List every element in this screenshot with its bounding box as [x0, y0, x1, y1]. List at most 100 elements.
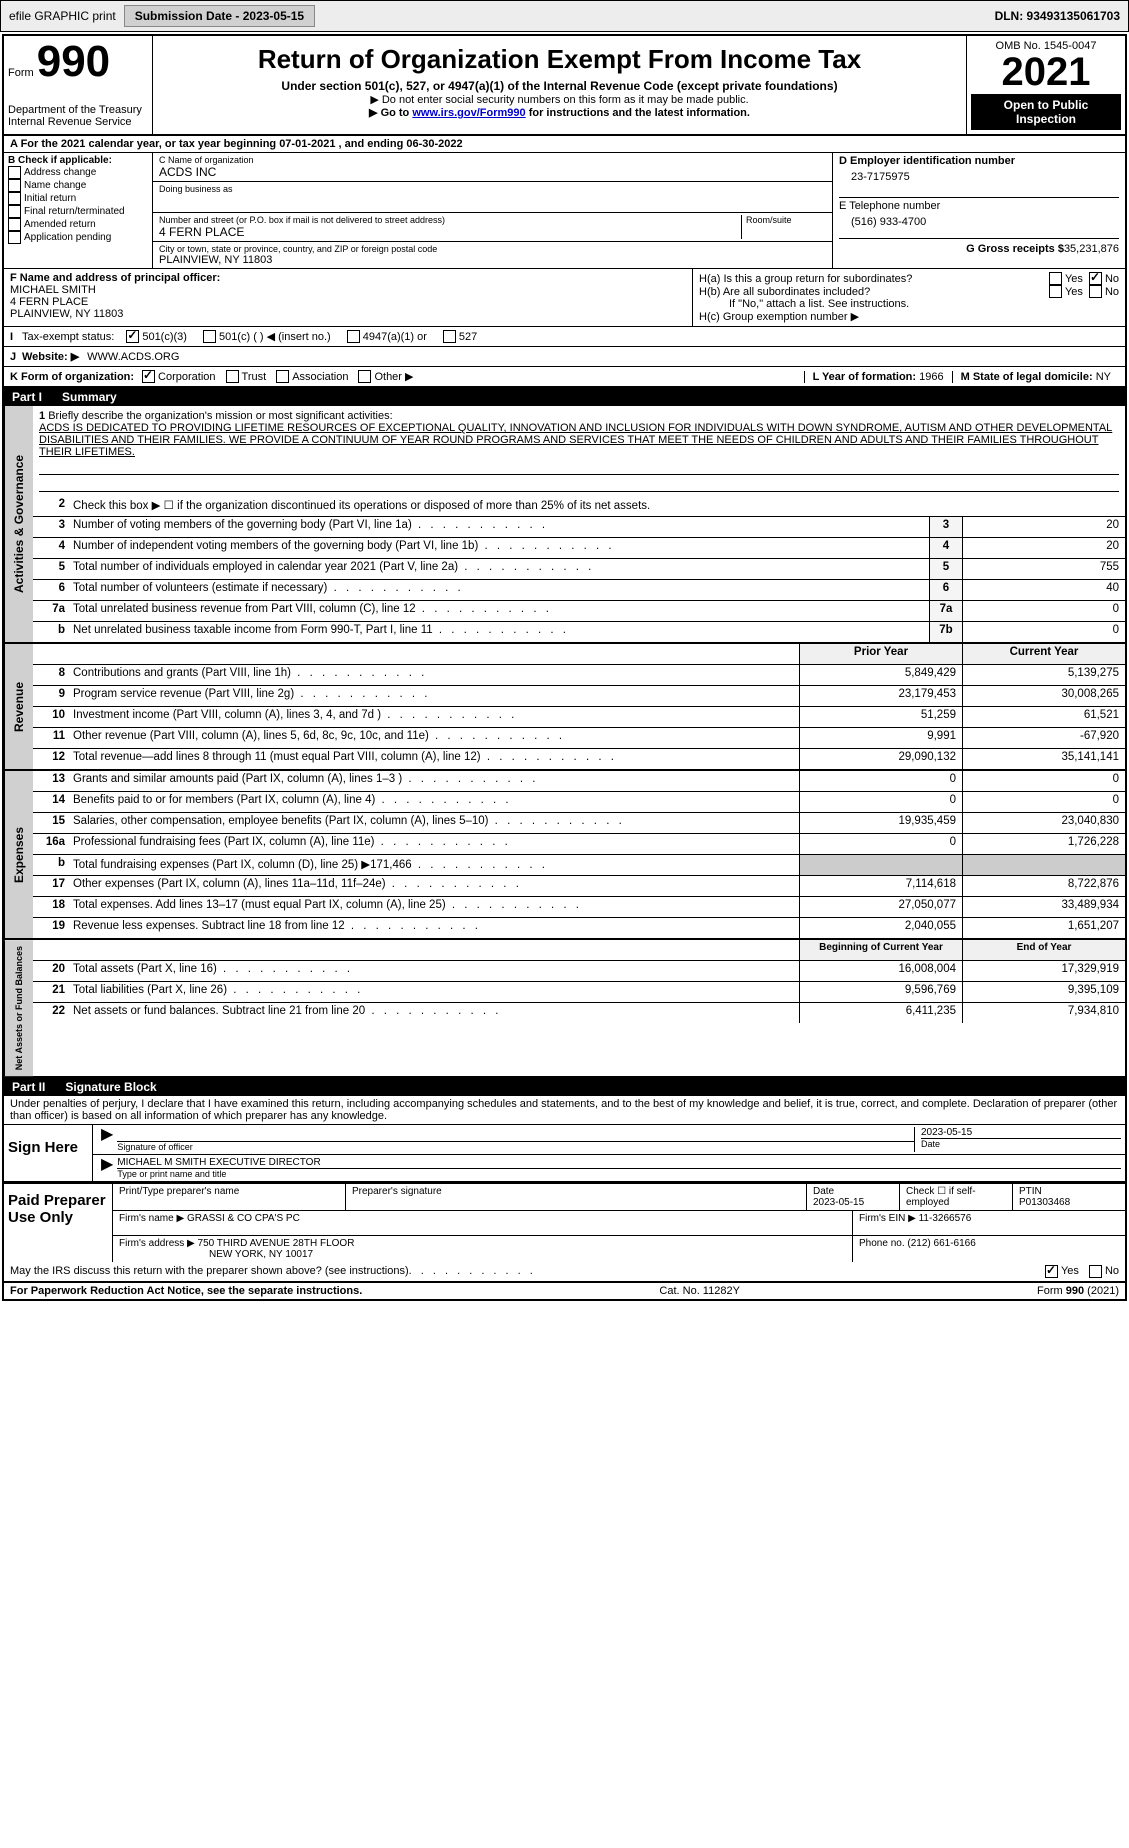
- line-7a: 7aTotal unrelated business revenue from …: [33, 601, 1125, 622]
- ein-value: 23-7175975: [839, 167, 1119, 197]
- h-a-row: H(a) Is this a group return for subordin…: [699, 272, 1119, 285]
- discuss-row: May the IRS discuss this return with the…: [4, 1262, 1125, 1282]
- preparer-block: Paid Preparer Use Only Print/Type prepar…: [4, 1182, 1125, 1262]
- gross-receipts: G Gross receipts $35,231,876: [839, 238, 1119, 255]
- form-center: Return of Organization Exempt From Incom…: [153, 36, 966, 134]
- trust-checkbox[interactable]: [226, 370, 239, 383]
- discuss-yes-checkbox[interactable]: [1045, 1265, 1058, 1278]
- sig-date-value: 2023-05-15: [921, 1127, 1121, 1138]
- corp-checkbox[interactable]: [142, 370, 155, 383]
- hb-yes-checkbox[interactable]: [1049, 285, 1062, 298]
- blank-line-1: [39, 458, 1119, 475]
- line-16a: 16aProfessional fundraising fees (Part I…: [33, 834, 1125, 855]
- part1-label: Part I: [12, 390, 42, 404]
- hb-no-checkbox[interactable]: [1089, 285, 1102, 298]
- irs-link[interactable]: www.irs.gov/Form990: [412, 107, 525, 119]
- section-a: A For the 2021 calendar year, or tax yea…: [4, 136, 1125, 153]
- 527-checkbox[interactable]: [443, 330, 456, 343]
- line-18: 18Total expenses. Add lines 13–17 (must …: [33, 897, 1125, 918]
- form-word: Form: [8, 67, 34, 79]
- city-label: City or town, state or province, country…: [159, 244, 826, 254]
- activities-governance-section: Activities & Governance 1 Briefly descri…: [4, 406, 1125, 644]
- line-21: 21Total liabilities (Part X, line 26)9,5…: [33, 982, 1125, 1003]
- form-title: Return of Organization Exempt From Incom…: [157, 44, 962, 75]
- public-inspection: Open to Public Inspection: [971, 94, 1121, 130]
- tax-status-label: Tax-exempt status:: [22, 331, 114, 343]
- officer-sig-name: MICHAEL M SMITH EXECUTIVE DIRECTOR: [117, 1157, 1121, 1168]
- prep-row-3: Firm's address ▶ 750 THIRD AVENUE 28TH F…: [113, 1236, 1125, 1262]
- prep-row-1: Print/Type preparer's name Preparer's si…: [113, 1184, 1125, 1211]
- b-label: B Check if applicable:: [8, 155, 148, 166]
- netassets-content: Beginning of Current Year End of Year 20…: [33, 940, 1125, 1076]
- b-opt-3[interactable]: Final return/terminated: [8, 205, 148, 218]
- activities-vert-label: Activities & Governance: [4, 406, 33, 642]
- officer-addr2: PLAINVIEW, NY 11803: [10, 308, 686, 320]
- sign-here-block: Sign Here ▶ Signature of officer 2023-05…: [4, 1124, 1125, 1182]
- irs-label: Internal Revenue Service: [8, 116, 148, 128]
- ha-yes-checkbox[interactable]: [1049, 272, 1062, 285]
- ein-label: D Employer identification number: [839, 155, 1119, 167]
- other-checkbox[interactable]: [358, 370, 371, 383]
- note2-prefix: ▶ Go to: [369, 107, 412, 119]
- section-l: L Year of formation: 1966: [804, 371, 952, 383]
- firm-ein: Firm's EIN ▶ 11-3266576: [853, 1211, 1125, 1235]
- b-opt-1[interactable]: Name change: [8, 179, 148, 192]
- blank-line-2: [39, 475, 1119, 492]
- firm-name: Firm's name ▶ GRASSI & CO CPA'S PC: [113, 1211, 853, 1235]
- line-15: 15Salaries, other compensation, employee…: [33, 813, 1125, 834]
- top-bar: efile GRAPHIC print Submission Date - 20…: [0, 0, 1129, 32]
- line-2: 2 Check this box ▶ ☐ if the organization…: [33, 496, 1125, 517]
- i-label: I: [10, 331, 22, 343]
- form-note2: ▶ Go to www.irs.gov/Form990 for instruct…: [157, 106, 962, 119]
- line-3: 3Number of voting members of the governi…: [33, 517, 1125, 538]
- dba-label: Doing business as: [159, 184, 826, 194]
- b-opt-0[interactable]: Address change: [8, 166, 148, 179]
- b-opt-5[interactable]: Application pending: [8, 231, 148, 244]
- k-l-m-row: K Form of organization: Corporation Trus…: [4, 367, 1125, 388]
- website-label: Website: ▶: [22, 350, 79, 363]
- room-label: Room/suite: [746, 215, 826, 225]
- org-city: PLAINVIEW, NY 11803: [159, 254, 826, 266]
- 501c3-checkbox[interactable]: [126, 330, 139, 343]
- discuss-no-checkbox[interactable]: [1089, 1265, 1102, 1278]
- footer-right: Form 990 (2021): [1037, 1285, 1119, 1297]
- line-b: bTotal fundraising expenses (Part IX, co…: [33, 855, 1125, 876]
- line1-num: 1: [39, 410, 45, 422]
- submission-date-button[interactable]: Submission Date - 2023-05-15: [124, 5, 315, 27]
- phone-label: E Telephone number: [839, 197, 1119, 212]
- f-label: F Name and address of principal officer:: [10, 272, 686, 284]
- line-22: 22Net assets or fund balances. Subtract …: [33, 1003, 1125, 1023]
- line-14: 14Benefits paid to or for members (Part …: [33, 792, 1125, 813]
- firm-address: Firm's address ▶ 750 THIRD AVENUE 28TH F…: [113, 1236, 853, 1262]
- prep-row-2: Firm's name ▶ GRASSI & CO CPA'S PC Firm'…: [113, 1211, 1125, 1236]
- website-value: WWW.ACDS.ORG: [87, 351, 179, 363]
- line-8: 8Contributions and grants (Part VIII, li…: [33, 665, 1125, 686]
- part2-label: Part II: [12, 1080, 45, 1094]
- preparer-right: Print/Type preparer's name Preparer's si…: [112, 1184, 1125, 1262]
- j-label: J: [10, 351, 22, 363]
- b-opt-2[interactable]: Initial return: [8, 192, 148, 205]
- firm-phone: Phone no. (212) 661-6166: [853, 1236, 1125, 1262]
- b-opt-4[interactable]: Amended return: [8, 218, 148, 231]
- line-11: 11Other revenue (Part VIII, column (A), …: [33, 728, 1125, 749]
- ha-no-checkbox[interactable]: [1089, 272, 1102, 285]
- c-name-label: C Name of organization: [159, 155, 826, 165]
- revenue-content: Prior Year Current Year 8Contributions a…: [33, 644, 1125, 769]
- line-10: 10Investment income (Part VIII, column (…: [33, 707, 1125, 728]
- current-year-header: Current Year: [962, 644, 1125, 664]
- sig-date-label: Date: [921, 1138, 1121, 1149]
- tax-year: 2021: [971, 52, 1121, 92]
- line-13: 13Grants and similar amounts paid (Part …: [33, 771, 1125, 792]
- line-5: 5Total number of individuals employed in…: [33, 559, 1125, 580]
- prep-ptin: PTINP01303468: [1013, 1184, 1125, 1210]
- 4947-checkbox[interactable]: [347, 330, 360, 343]
- netassets-header-row: Beginning of Current Year End of Year: [33, 940, 1125, 961]
- expenses-content: 13Grants and similar amounts paid (Part …: [33, 771, 1125, 938]
- netassets-section: Net Assets or Fund Balances Beginning of…: [4, 940, 1125, 1078]
- part2-header: Part II Signature Block: [4, 1078, 1125, 1096]
- 501c-checkbox[interactable]: [203, 330, 216, 343]
- f-h-section: F Name and address of principal officer:…: [4, 268, 1125, 327]
- org-name: ACDS INC: [159, 165, 826, 179]
- assoc-checkbox[interactable]: [276, 370, 289, 383]
- sign-here-label: Sign Here: [4, 1125, 92, 1181]
